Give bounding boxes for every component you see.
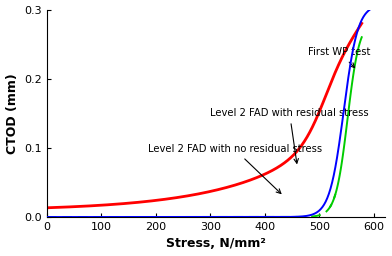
Text: Level 2 FAD with no residual stress: Level 2 FAD with no residual stress [147,144,322,194]
Text: First WP test: First WP test [309,47,371,68]
Y-axis label: CTOD (mm): CTOD (mm) [5,73,18,154]
X-axis label: Stress, N/mm²: Stress, N/mm² [166,238,266,250]
Text: Level 2 FAD with residual stress: Level 2 FAD with residual stress [210,108,369,163]
